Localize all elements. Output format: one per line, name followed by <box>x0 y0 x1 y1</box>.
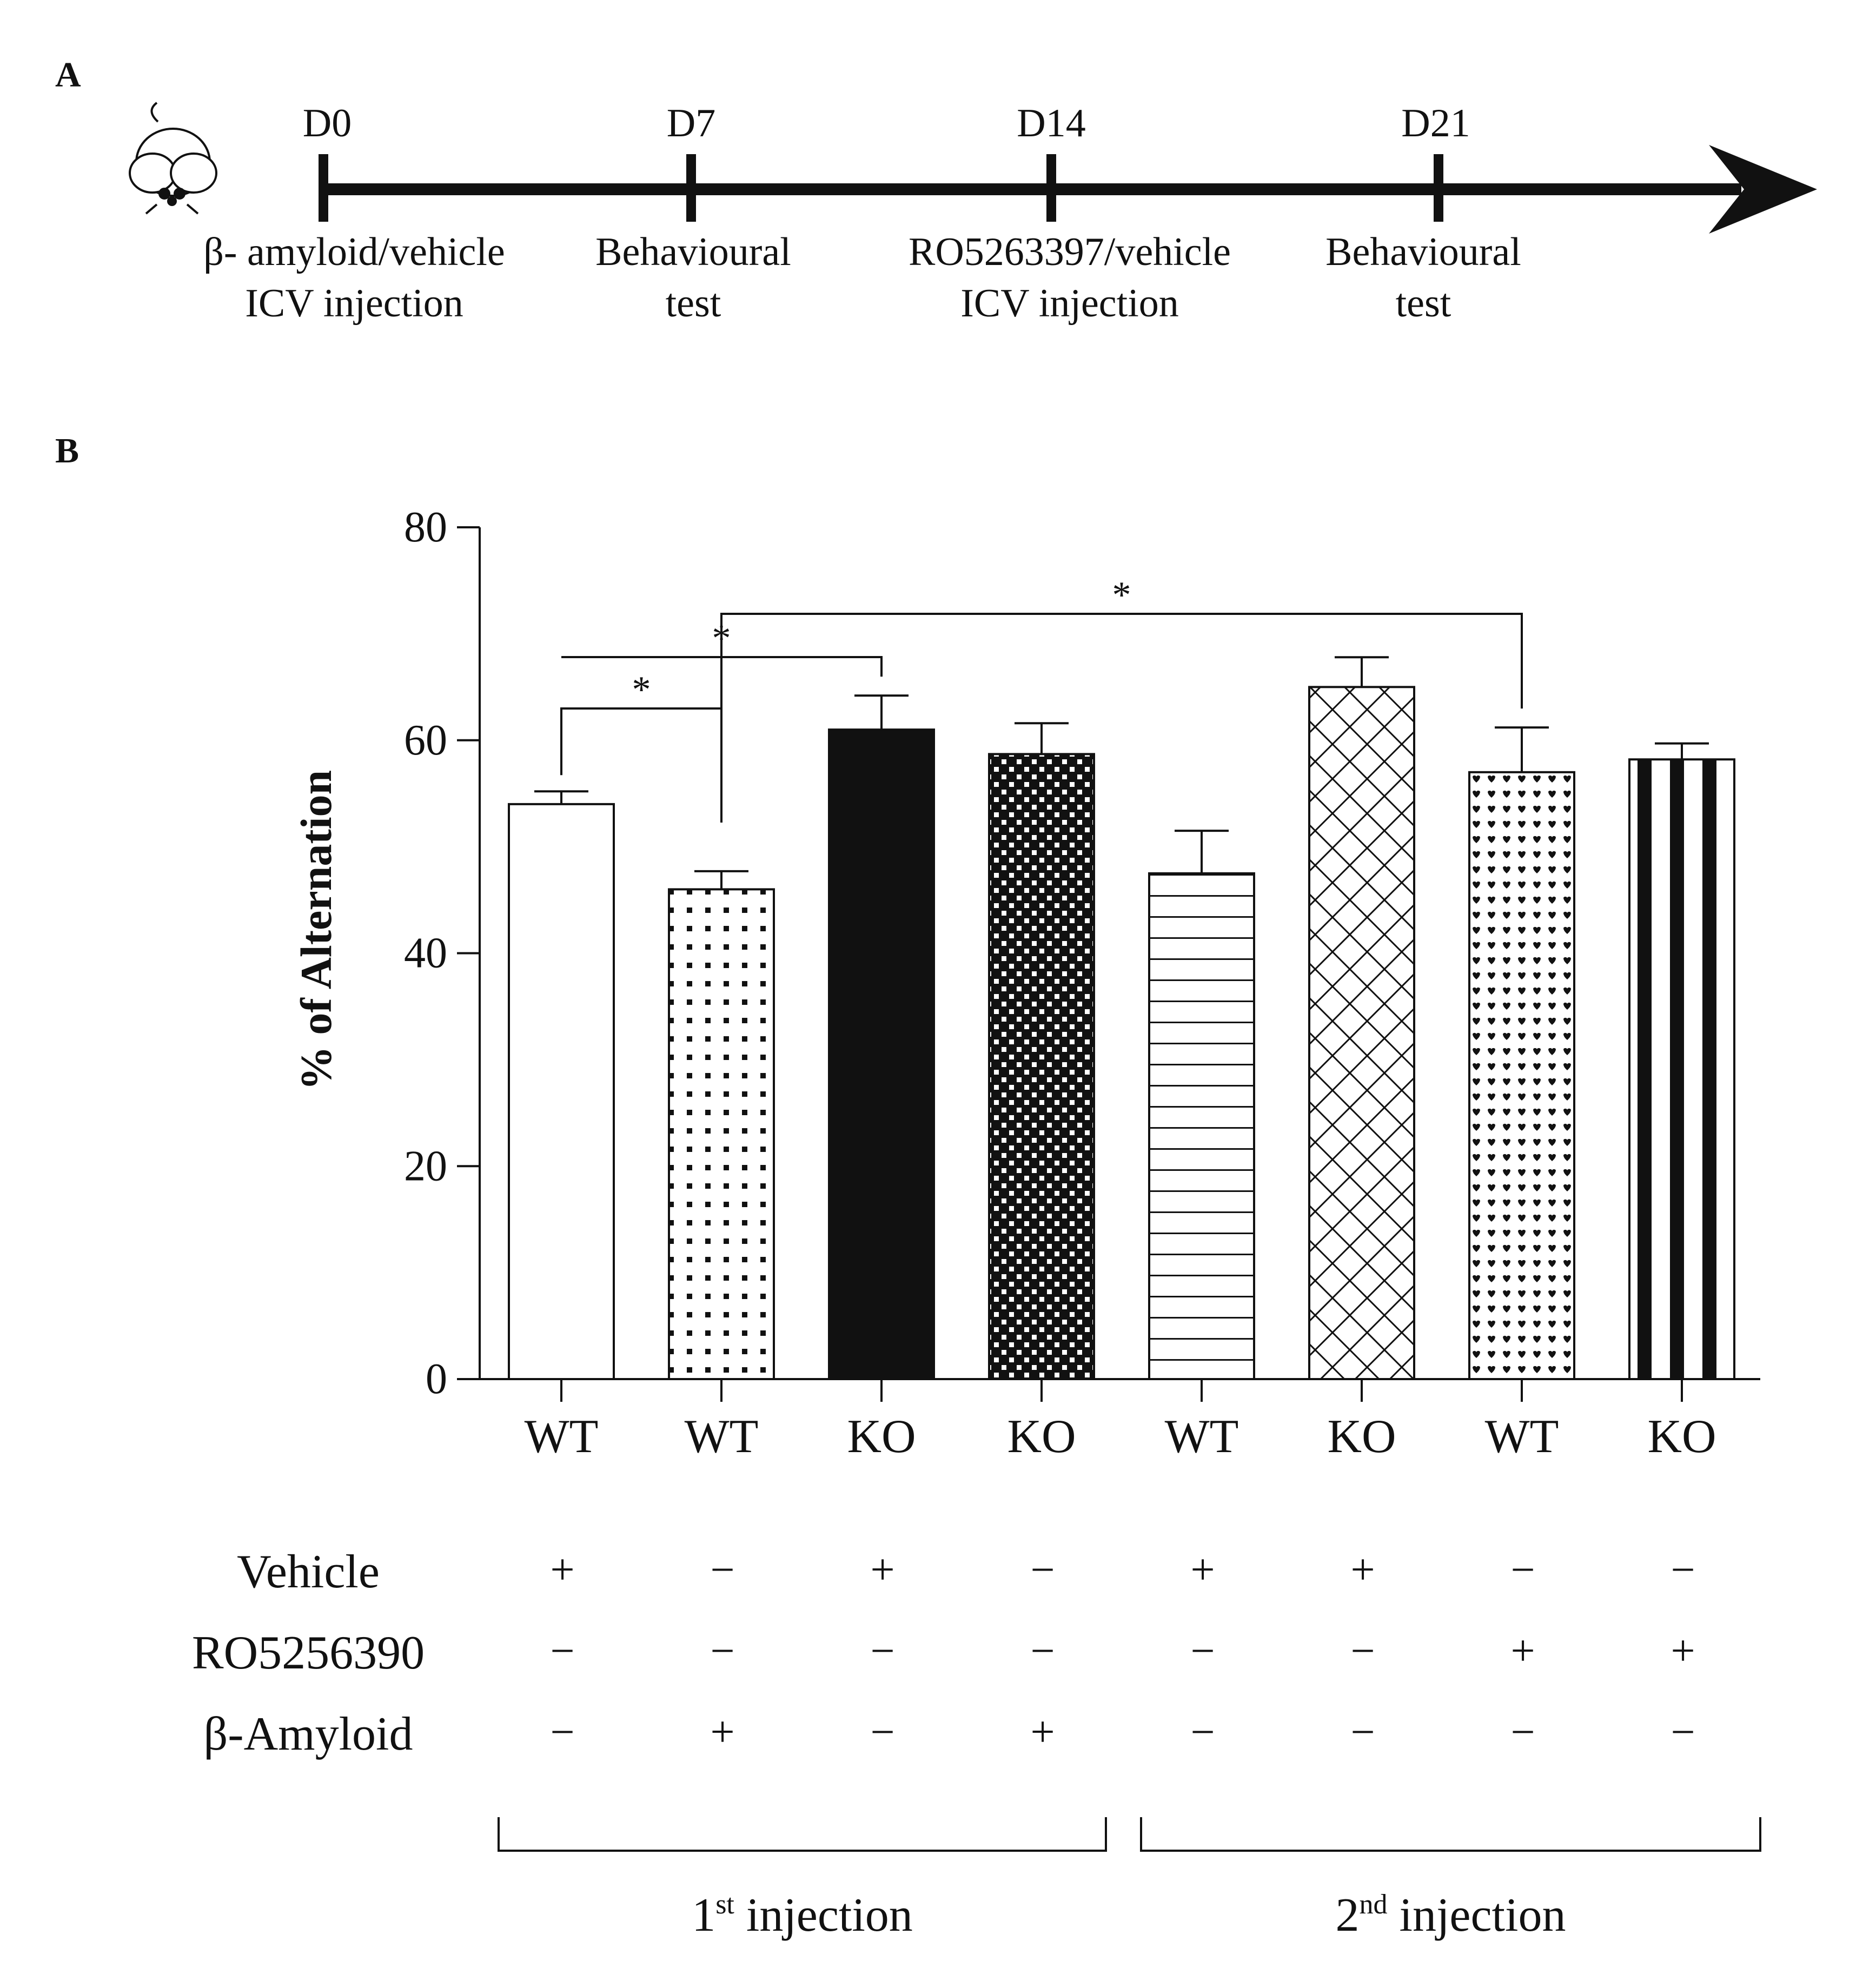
y-tick-label: 0 <box>426 1355 447 1403</box>
treatment-value: − <box>550 1627 574 1675</box>
bar <box>1468 771 1575 1380</box>
treatment-value: − <box>1030 1546 1055 1594</box>
significance-bracket <box>561 656 883 677</box>
timeline-day-d21: D21 <box>1401 101 1470 145</box>
bar <box>668 888 775 1380</box>
x-tick-label: WT <box>1485 1410 1559 1463</box>
panel-b-label: B <box>55 431 79 471</box>
group-label: 2nd injection <box>1336 1889 1566 1942</box>
treatment-value: + <box>1670 1627 1695 1675</box>
timeline-event-3-line-2: ICV injection <box>960 281 1179 326</box>
treatment-value: + <box>710 1708 734 1756</box>
treatment-value: + <box>1190 1546 1215 1594</box>
treatment-value: − <box>1510 1546 1535 1594</box>
group-bracket <box>1140 1817 1761 1852</box>
treatment-row-label: RO5256390 <box>192 1627 425 1679</box>
x-ticks: WT WT KO KO WT KO WT KO <box>525 1379 1716 1463</box>
timeline-event-3-line-1: RO5263397/vehicle <box>909 230 1231 274</box>
timeline-arrow-head <box>1709 145 1817 234</box>
treatment-row-label: β-Amyloid <box>204 1708 413 1760</box>
bars <box>508 686 1735 1380</box>
treatment-value: − <box>1670 1546 1695 1594</box>
treatment-value: − <box>870 1627 894 1675</box>
group-label: 1st injection <box>692 1889 913 1942</box>
error-bars <box>534 656 1709 890</box>
x-tick-label: WT <box>685 1410 759 1463</box>
treatment-value: − <box>710 1546 734 1594</box>
timeline-event-1-line-2: ICV injection <box>245 281 463 326</box>
x-tick-label: KO <box>1647 1410 1716 1463</box>
timeline-event-1-line-1: β- amyloid/vehicle <box>203 230 505 274</box>
mouse-icon <box>129 102 217 215</box>
treatment-value: − <box>1350 1627 1375 1675</box>
y-tick-label: 80 <box>404 504 447 551</box>
timeline: D0 D7 D14 D21 β- amyloid/vehicle ICV inj… <box>203 101 1817 326</box>
y-axis-title: % of Alternation <box>291 770 341 1090</box>
treatment-value: + <box>1030 1708 1055 1756</box>
bar <box>1628 758 1735 1380</box>
timeline-event-4-line-1: Behavioural <box>1325 230 1521 274</box>
y-ticks: 0 20 40 60 80 <box>404 504 480 1403</box>
significance-star: * <box>632 669 651 711</box>
timeline-event-2-line-1: Behavioural <box>595 230 791 274</box>
treatment-value: − <box>1510 1708 1535 1756</box>
x-tick-label: KO <box>847 1410 916 1463</box>
x-tick-label: KO <box>1007 1410 1076 1463</box>
treatment-value: − <box>1190 1708 1215 1756</box>
treatment-value: − <box>1350 1708 1375 1756</box>
y-tick-label: 40 <box>404 930 447 977</box>
treatment-value: − <box>870 1708 894 1756</box>
x-tick-label: WT <box>525 1410 599 1463</box>
bar <box>508 803 615 1380</box>
injection-groups: 1st injection 2nd injection <box>498 1817 1761 1942</box>
timeline-day-d14: D14 <box>1017 101 1085 145</box>
significance-bracket <box>720 613 1523 823</box>
x-tick-label: WT <box>1165 1410 1239 1463</box>
treatment-value: − <box>1190 1627 1215 1675</box>
y-tick-label: 20 <box>404 1142 447 1190</box>
significance-brackets: *** <box>560 574 1523 823</box>
bar <box>828 728 935 1380</box>
bar <box>1308 686 1415 1380</box>
timeline-event-4-line-2: test <box>1396 281 1451 326</box>
timeline-day-d7: D7 <box>667 101 715 145</box>
x-tick-label: KO <box>1327 1410 1396 1463</box>
group-bracket <box>498 1817 1107 1852</box>
timeline-event-2-line-2: test <box>666 281 721 326</box>
treatment-row-label: Vehicle <box>237 1546 380 1598</box>
bar <box>988 753 1095 1380</box>
treatment-value: − <box>710 1627 734 1675</box>
significance-star: * <box>1112 574 1131 616</box>
treatment-table: Vehicle + − + − + + − − RO5256390 − − − − − − + + β-Amyloi… <box>192 1546 1695 1760</box>
treatment-value: − <box>1670 1708 1695 1756</box>
panel-a-label: A <box>55 55 81 95</box>
treatment-value: − <box>550 1708 574 1756</box>
treatment-value: + <box>550 1546 574 1594</box>
timeline-day-d0: D0 <box>303 101 352 145</box>
treatment-value: + <box>1510 1627 1535 1675</box>
treatment-value: − <box>1030 1627 1055 1675</box>
y-tick-label: 60 <box>404 717 447 764</box>
bar <box>1148 872 1255 1380</box>
treatment-value: + <box>870 1546 894 1594</box>
treatment-value: + <box>1350 1546 1375 1594</box>
